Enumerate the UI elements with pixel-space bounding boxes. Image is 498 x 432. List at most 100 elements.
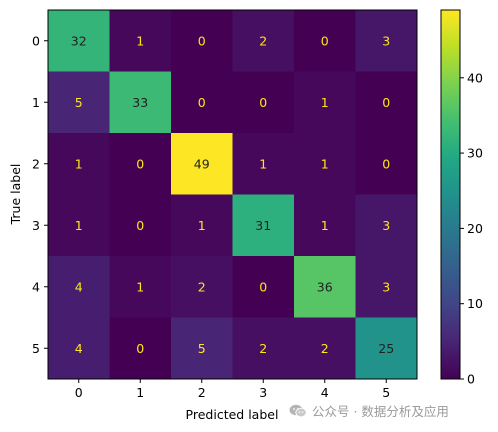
y-tick-label: 4	[32, 279, 40, 294]
heatmap-cell	[48, 10, 110, 72]
heatmap-cell	[171, 10, 233, 72]
heatmap-cell	[48, 71, 110, 134]
y-tick-label: 3	[32, 218, 40, 233]
colorbar-ticks: 0 10 20 30 40	[460, 70, 483, 387]
heatmap-cell	[48, 256, 110, 318]
cell-value-label: 33	[132, 95, 148, 110]
cell-value-label: 1	[136, 33, 144, 48]
cell-value-label: 4	[75, 341, 83, 356]
heatmap-cell	[171, 133, 233, 195]
heatmap-cell	[171, 317, 233, 380]
cell-value-label: 1	[198, 218, 206, 233]
cell-value-label: 1	[136, 279, 144, 294]
heatmap-cell	[109, 133, 172, 195]
heatmap-cell	[109, 10, 172, 72]
y-axis-label: True label	[8, 164, 23, 226]
x-axis-label: Predicted label	[186, 407, 279, 422]
y-axis-ticks: 0 1 2 3 4 5	[32, 33, 48, 356]
cell-value-label: 3	[382, 218, 390, 233]
heatmap-cell	[48, 317, 110, 380]
y-tick-label: 5	[32, 341, 40, 356]
heatmap-cell	[171, 71, 233, 134]
cell-value-label: 25	[378, 341, 394, 356]
cell-value-label: 4	[75, 279, 83, 294]
heatmap-cell	[355, 133, 418, 195]
cell-value-label: 5	[198, 341, 206, 356]
x-tick-label: 0	[75, 385, 83, 400]
heatmap-cell	[232, 317, 295, 380]
wechat-icon	[289, 404, 307, 417]
x-tick-label: 3	[259, 385, 267, 400]
cell-value-label: 0	[259, 95, 267, 110]
heatmap-cell	[355, 256, 418, 318]
heatmap-cell	[232, 133, 295, 195]
cell-value-label: 0	[198, 33, 206, 48]
heatmap-cell	[294, 256, 356, 318]
heatmap-cell	[232, 71, 295, 134]
cell-value-label: 1	[321, 156, 329, 171]
cell-value-label: 0	[259, 279, 267, 294]
heatmap-cell	[232, 256, 295, 318]
heatmap-cell	[171, 194, 233, 257]
cell-value-label: 1	[75, 218, 83, 233]
heatmap-cells: 32 1 0 2 0 3 5 33 0 0 1 0 1 0 49 1 1 0 1 0 1 31 1 3 4 1 2 0 36 3 4 0 5 2 2…	[48, 10, 418, 380]
cell-value-label: 0	[382, 95, 390, 110]
heatmap-cell	[109, 256, 172, 318]
heatmap-cell	[109, 71, 172, 134]
x-tick-label: 5	[382, 385, 390, 400]
colorbar-tick-label: 30	[467, 146, 483, 161]
cell-value-label: 2	[259, 341, 267, 356]
cell-value-label: 0	[136, 218, 144, 233]
cell-value-label: 3	[382, 279, 390, 294]
heatmap-cell	[294, 10, 356, 72]
y-tick-label: 2	[32, 156, 40, 171]
heatmap-cell	[109, 317, 172, 380]
cell-value-label: 32	[71, 33, 87, 48]
cell-value-label: 31	[255, 218, 271, 233]
heatmap-cell	[294, 194, 356, 257]
y-tick-label: 1	[32, 95, 40, 110]
heatmap-cell	[355, 10, 418, 72]
cell-value-label: 49	[194, 156, 210, 171]
heatmap-cell	[355, 317, 418, 380]
cell-value-label: 36	[317, 279, 333, 294]
cell-value-label: 0	[321, 33, 329, 48]
x-tick-label: 1	[136, 385, 144, 400]
heatmap-cell	[232, 194, 295, 257]
heatmap-cell	[294, 133, 356, 195]
heatmap-cell	[294, 71, 356, 134]
colorbar-tick-label: 0	[467, 372, 475, 387]
cell-value-label: 1	[75, 156, 83, 171]
cell-value-label: 1	[259, 156, 267, 171]
cell-value-label: 3	[382, 33, 390, 48]
heatmap-cell	[48, 133, 110, 195]
cell-value-label: 5	[75, 95, 83, 110]
heatmap-cell	[109, 194, 172, 257]
colorbar	[440, 9, 461, 380]
colorbar-tick-label: 10	[467, 296, 483, 311]
heatmap-cell	[171, 256, 233, 318]
y-tick-label: 0	[32, 33, 40, 48]
heatmap-cell	[294, 317, 356, 380]
heatmap-cell	[355, 194, 418, 257]
cell-value-label: 1	[321, 95, 329, 110]
watermark-text: 公众号 · 数据分析及应用	[312, 404, 449, 419]
colorbar-tick-label: 40	[467, 70, 483, 85]
heatmap-cell	[48, 194, 110, 257]
cell-value-label: 1	[321, 218, 329, 233]
cell-value-label: 2	[198, 279, 206, 294]
cell-value-label: 0	[382, 156, 390, 171]
cell-value-label: 0	[198, 95, 206, 110]
cell-value-label: 2	[259, 33, 267, 48]
colorbar-tick-label: 20	[467, 221, 483, 236]
heatmap-cell	[355, 71, 418, 134]
plot-frame	[47, 9, 418, 380]
x-tick-label: 2	[198, 385, 206, 400]
cell-value-label: 0	[136, 156, 144, 171]
heatmap-cell	[232, 10, 295, 72]
watermark: 公众号 · 数据分析及应用	[289, 401, 449, 420]
x-axis-ticks: 0 1 2 3 4 5	[75, 379, 390, 400]
cell-value-label: 2	[321, 341, 329, 356]
x-tick-label: 4	[321, 385, 329, 400]
